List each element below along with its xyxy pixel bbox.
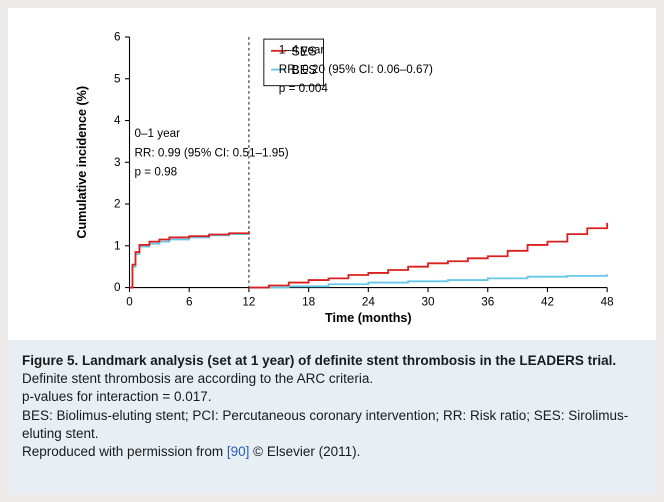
- series-bes-left: [130, 232, 249, 287]
- ytick-label: 6: [114, 31, 121, 44]
- x-axis-title: Time (months): [325, 311, 412, 325]
- xtick-label: 12: [242, 296, 255, 309]
- xtick-label: 36: [481, 296, 494, 309]
- annotation-left-0: 0–1 year: [134, 127, 180, 140]
- repro-prefix: Reproduced with permission from: [22, 444, 227, 459]
- ytick-label: 5: [114, 72, 121, 85]
- xtick-label: 0: [126, 296, 133, 309]
- annotation-left-1: RR: 0.99 (95% CI: 0.51–1.95): [134, 146, 288, 159]
- chart-panel: 01234560612182430364248Cumulative incide…: [8, 8, 656, 340]
- xtick-label: 30: [422, 296, 436, 309]
- ytick-label: 4: [114, 114, 121, 127]
- ytick-label: 3: [114, 156, 121, 169]
- caption-p-interaction: p-values for interaction = 0.017.: [22, 388, 642, 406]
- annotation-right-1: RR: 0.20 (95% CI: 0.06–0.67): [279, 63, 433, 76]
- annotation-right-0: 1–4 year: [279, 44, 325, 57]
- ytick-label: 1: [114, 239, 121, 252]
- xtick-label: 42: [541, 296, 554, 309]
- xtick-label: 6: [186, 296, 193, 309]
- figure-title: Figure 5. Landmark analysis (set at 1 ye…: [22, 353, 616, 368]
- caption-box: Figure 5. Landmark analysis (set at 1 ye…: [8, 340, 656, 494]
- series-bes-right: [249, 274, 607, 287]
- annotation-left-2: p = 0.98: [134, 166, 177, 179]
- annotation-right-2: p = 0.004: [279, 82, 329, 95]
- caption-sentence: Definite stent thrombosis are according …: [22, 371, 373, 386]
- reference-link[interactable]: [90]: [227, 444, 250, 459]
- y-axis-title: Cumulative incidence (%): [75, 86, 89, 239]
- caption-repro: Reproduced with permission from [90] © E…: [22, 443, 642, 461]
- xtick-label: 18: [302, 296, 315, 309]
- caption-abbrev: BES: Biolimus-eluting stent; PCI: Percut…: [22, 407, 642, 443]
- xtick-label: 48: [601, 296, 614, 309]
- figure-container: 01234560612182430364248Cumulative incide…: [0, 0, 664, 502]
- xtick-label: 24: [362, 296, 376, 309]
- series-ses-right: [249, 223, 607, 288]
- repro-suffix: © Elsevier (2011).: [249, 444, 360, 459]
- ytick-label: 0: [114, 281, 121, 294]
- ytick-label: 2: [114, 198, 121, 211]
- chart-svg: 01234560612182430364248Cumulative incide…: [52, 18, 636, 330]
- caption-line-1: Figure 5. Landmark analysis (set at 1 ye…: [22, 352, 642, 388]
